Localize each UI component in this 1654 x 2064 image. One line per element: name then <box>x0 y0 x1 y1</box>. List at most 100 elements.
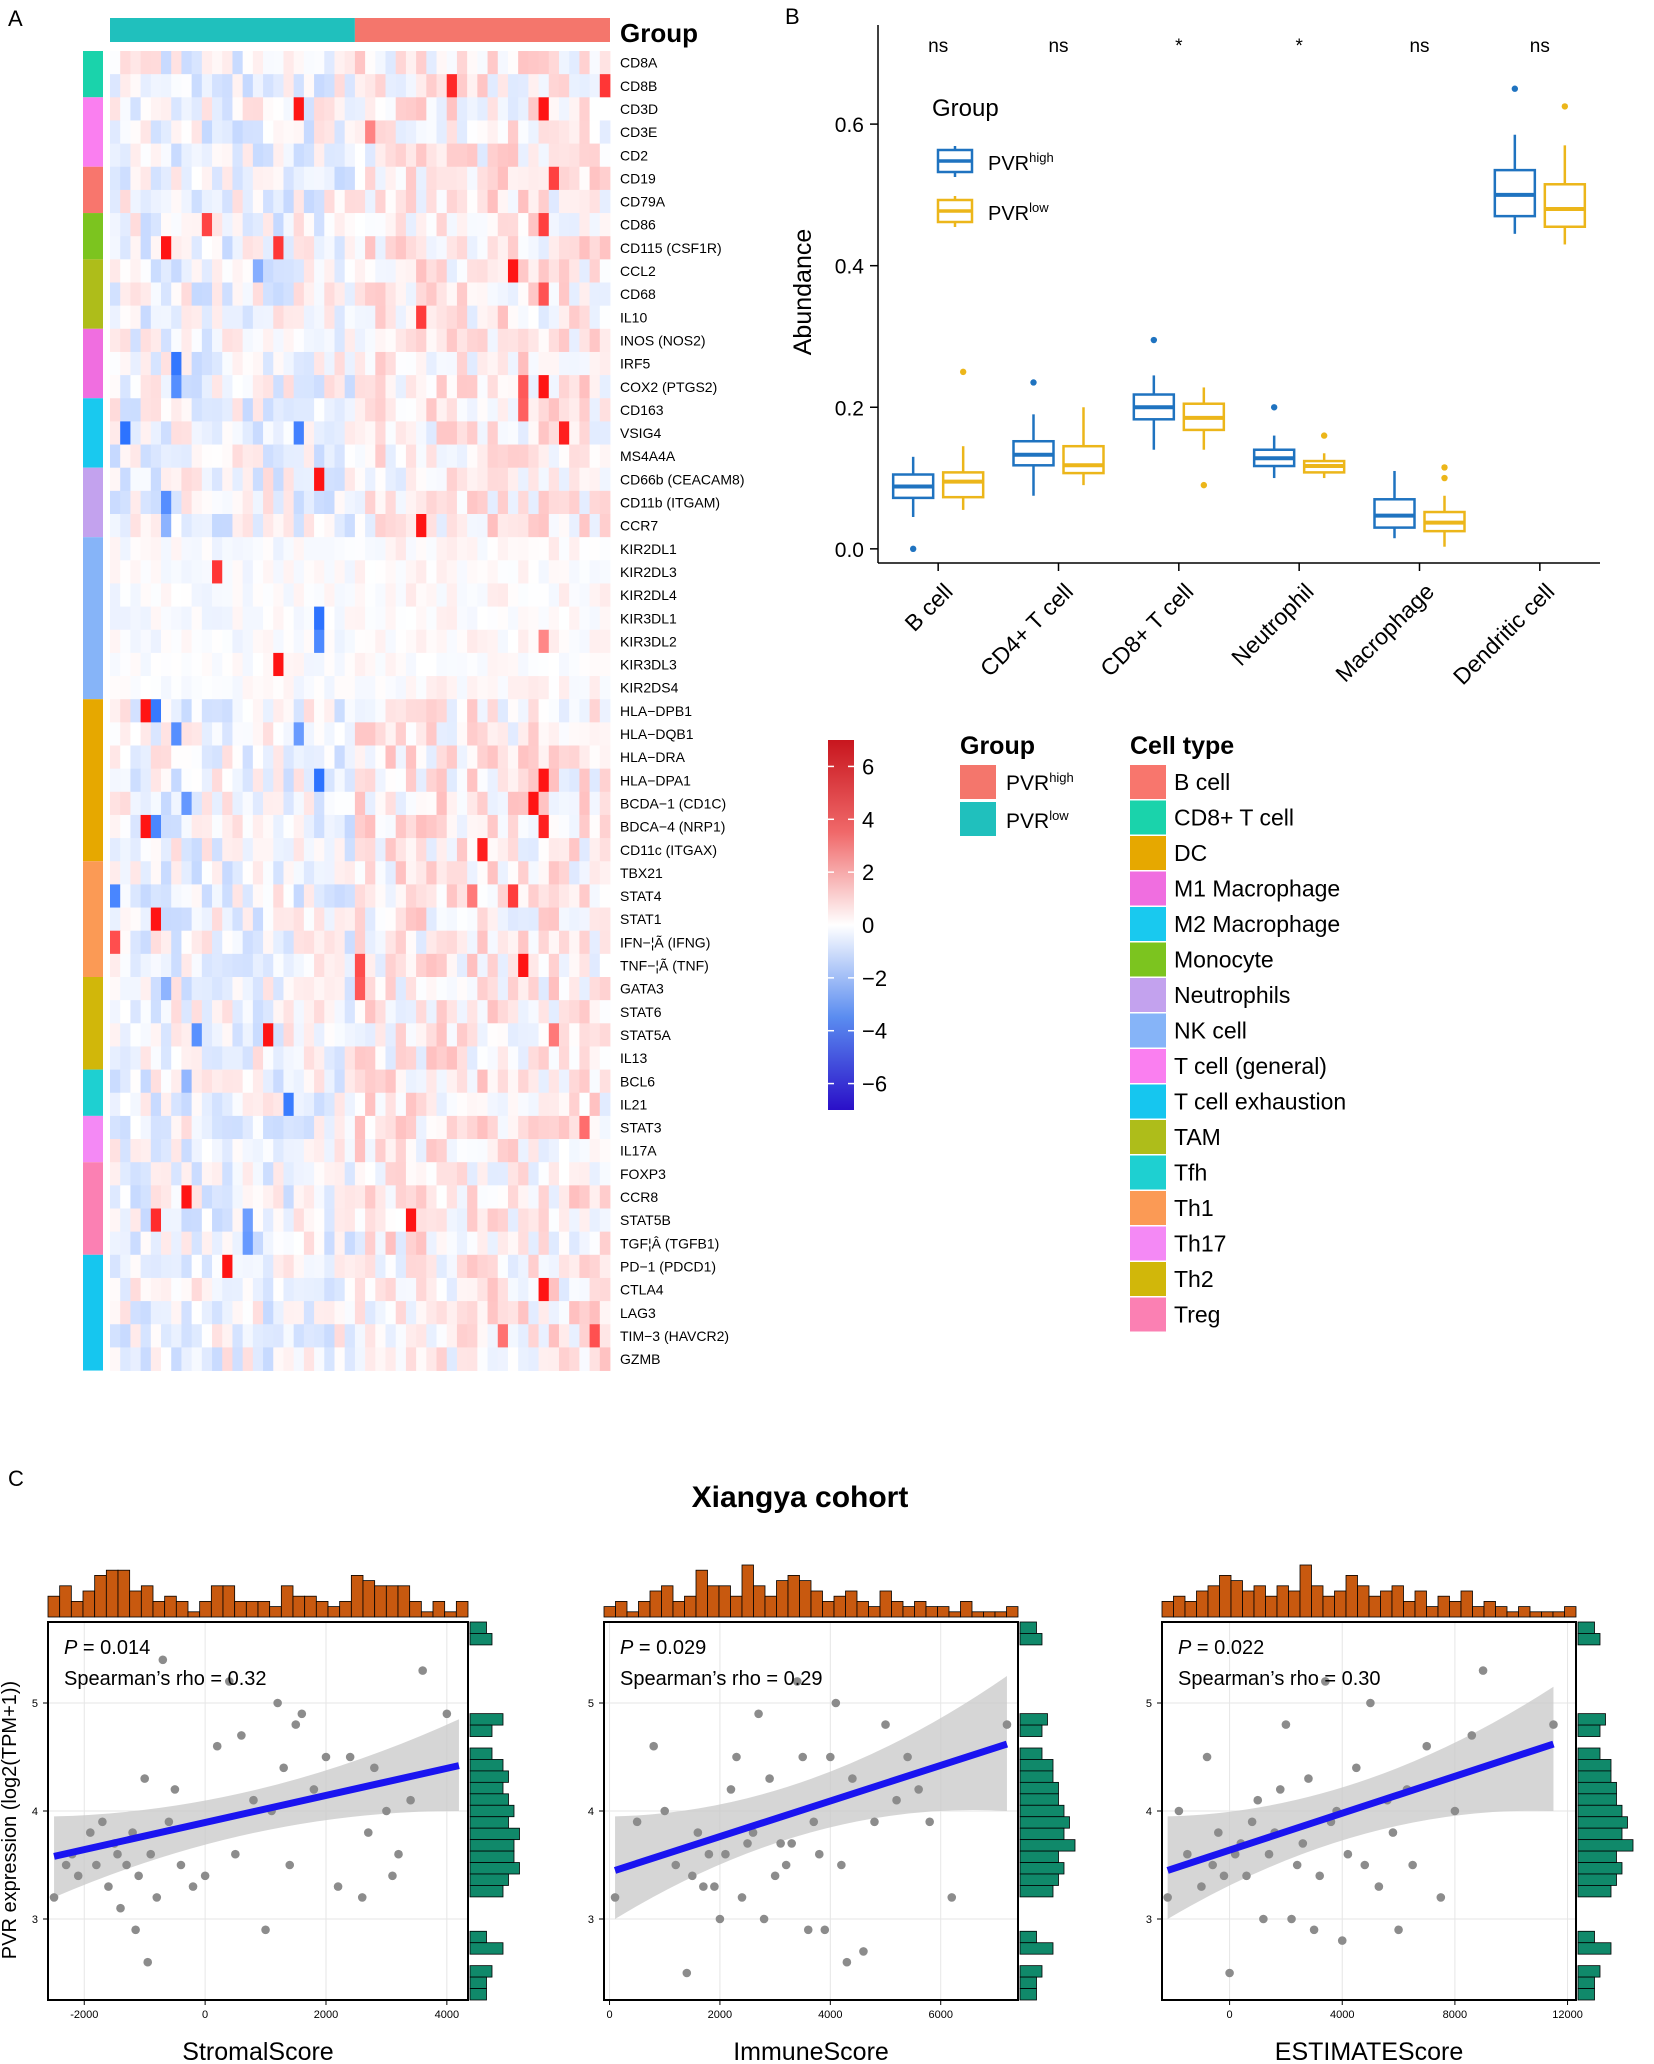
heatmap-cell <box>191 51 203 75</box>
heatmap-cell <box>222 143 233 168</box>
heatmap-cell <box>589 1347 601 1371</box>
scatter-point <box>1321 1677 1330 1686</box>
heatmap-cell <box>589 745 601 770</box>
heatmap-cell <box>303 398 315 422</box>
heatmap-cell <box>467 1324 478 1348</box>
scatter-point <box>715 1914 725 1924</box>
heatmap-cell <box>303 467 315 492</box>
heatmap-cell <box>324 213 335 237</box>
heatmap-cell <box>569 189 580 214</box>
heatmap-cell <box>569 97 580 121</box>
heatmap-cell <box>365 768 376 793</box>
celltype-legend-label: CD8+ T cell <box>1174 805 1294 831</box>
celltype-block-0 <box>83 51 103 98</box>
heatmap-cell <box>283 699 295 723</box>
heatmap-cell <box>242 1277 254 1302</box>
heatmap-cell <box>293 166 305 191</box>
heatmap-cell <box>212 120 223 144</box>
heatmap-cell <box>140 51 152 75</box>
heatmap-cell <box>161 51 172 75</box>
heatmap-cell <box>589 583 601 607</box>
right-histogram-bar <box>1577 1965 1601 1978</box>
heatmap-cell <box>579 1324 590 1348</box>
heatmap-cell <box>599 1185 611 1209</box>
heatmap-cell <box>426 884 437 908</box>
heatmap-cell <box>273 699 284 723</box>
heatmap-cell <box>385 514 397 538</box>
heatmap-cell <box>161 398 172 422</box>
heatmap-cell <box>283 421 295 445</box>
heatmap-cell <box>273 583 284 607</box>
heatmap-cell <box>579 398 590 422</box>
top-histogram-bar <box>787 1575 800 1618</box>
heatmap-cell <box>518 97 529 121</box>
heatmap-cell <box>252 652 264 677</box>
panel-label-b: B <box>785 4 800 29</box>
right-histogram-bar <box>1019 1747 1043 1760</box>
heatmap-cell <box>201 444 213 469</box>
heatmap-cell <box>365 1185 376 1209</box>
heatmap-cell <box>314 699 325 723</box>
heatmap-cell <box>436 768 448 793</box>
top-histogram-bar <box>129 1590 142 1618</box>
heatmap-cell <box>548 1069 560 1094</box>
heatmap-cell <box>467 236 478 260</box>
heatmap-cell <box>232 676 244 700</box>
heatmap-cell <box>120 51 131 75</box>
heatmap-cell <box>467 143 478 168</box>
heatmap-cell <box>293 1347 305 1371</box>
heatmap-cell <box>548 444 560 469</box>
heatmap-cell <box>120 930 131 955</box>
heatmap-cell <box>354 629 366 654</box>
heatmap-cell <box>569 652 580 677</box>
heatmap-cell <box>385 977 397 1001</box>
heatmap-cell <box>161 1139 172 1163</box>
heatmap-celltype-annotation-bar <box>83 51 103 1371</box>
heatmap-cell <box>283 884 295 908</box>
heatmap-cell <box>324 236 335 260</box>
top-histogram-bar <box>1345 1575 1358 1618</box>
gene-label: CCR8 <box>620 1189 658 1205</box>
heatmap-cell <box>354 259 366 283</box>
heatmap-cell <box>324 421 335 445</box>
heatmap-cell <box>191 1046 203 1070</box>
heatmap-cell <box>507 699 519 723</box>
heatmap-cell <box>283 791 295 816</box>
heatmap-cell <box>130 861 142 885</box>
heatmap-cell <box>467 768 478 793</box>
heatmap-cell <box>507 930 519 955</box>
heatmap-cell <box>538 907 550 932</box>
heatmap-cell <box>324 305 335 330</box>
heatmap-cell <box>569 629 580 654</box>
heatmap-cell <box>395 1000 407 1024</box>
heatmap-cell <box>293 652 305 677</box>
heatmap-cell <box>589 1069 601 1094</box>
heatmap-cell <box>385 1115 397 1140</box>
heatmap-cell <box>558 1185 570 1209</box>
heatmap-cell <box>314 282 325 307</box>
heatmap-cell <box>426 838 437 862</box>
heatmap-cell <box>150 305 162 330</box>
heatmap-cell <box>283 236 295 260</box>
heatmap-cell <box>171 745 182 770</box>
heatmap-cell <box>538 1301 550 1325</box>
heatmap-cell <box>263 977 274 1001</box>
heatmap-cell <box>344 953 356 978</box>
heatmap-cell <box>569 814 580 839</box>
heatmap-cell <box>110 1301 121 1325</box>
heatmap-cell <box>201 1162 213 1186</box>
heatmap-cell <box>487 953 499 978</box>
heatmap-cell <box>334 189 346 214</box>
heatmap-cell <box>467 652 478 677</box>
heatmap-cell <box>497 930 509 955</box>
heatmap-cell <box>171 560 182 584</box>
heatmap-cell <box>365 1115 376 1140</box>
heatmap-cell <box>558 1277 570 1302</box>
heatmap-cell <box>344 328 356 353</box>
heatmap-cell <box>283 629 295 654</box>
heatmap-cell <box>405 1092 417 1117</box>
heatmap-cell <box>201 328 213 353</box>
heatmap-cell <box>283 120 295 144</box>
heatmap-cell <box>416 444 427 469</box>
